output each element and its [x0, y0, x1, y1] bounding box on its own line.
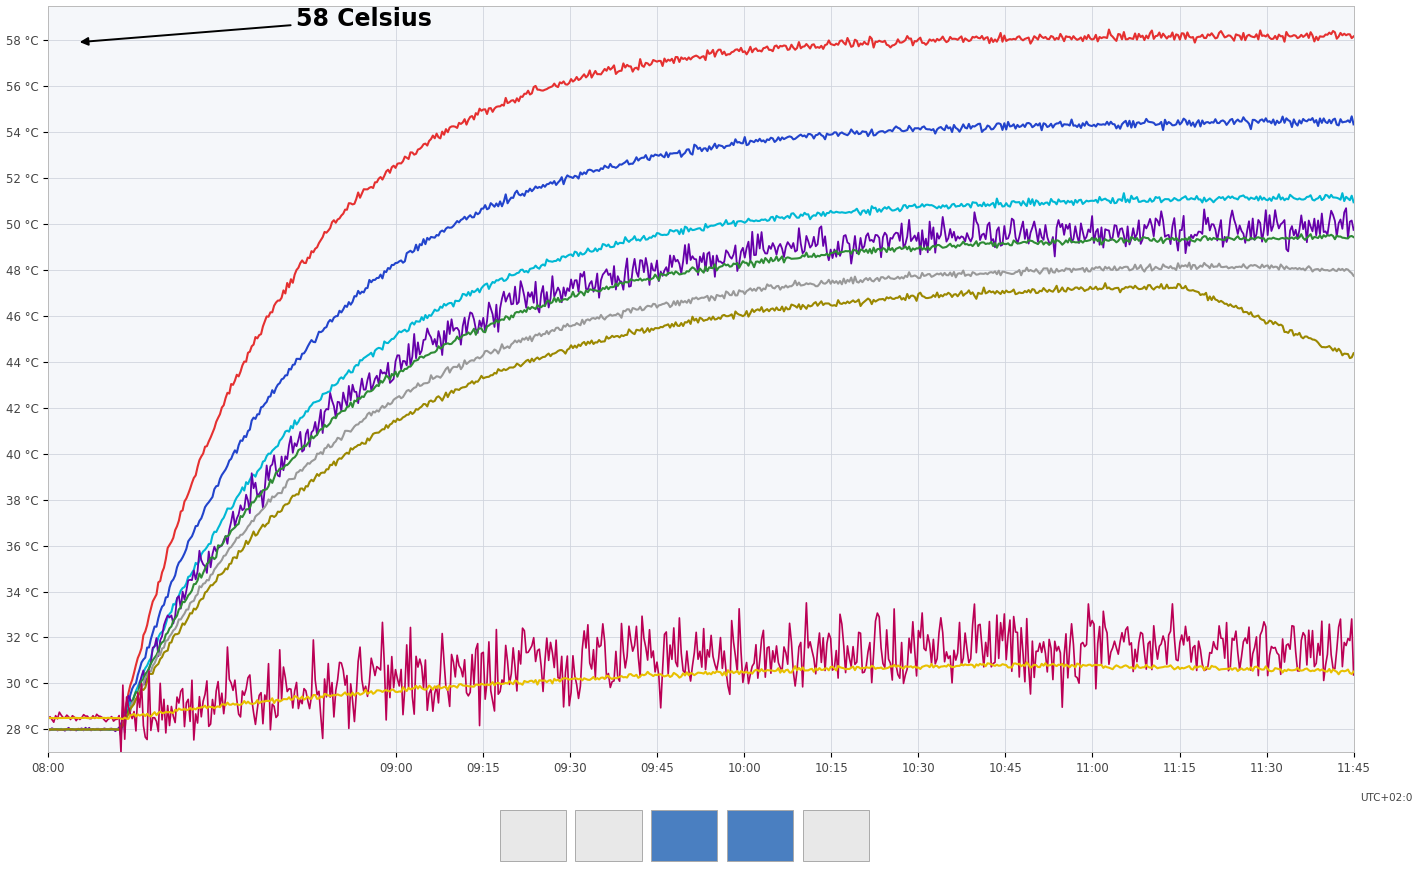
Bar: [802, 810, 869, 861]
Text: 58 Celsius: 58 Celsius: [82, 7, 432, 45]
Bar: [650, 810, 717, 861]
Bar: [727, 810, 794, 861]
Bar: [500, 810, 565, 861]
Text: UTC+02:0: UTC+02:0: [1360, 794, 1413, 803]
Bar: [575, 810, 642, 861]
